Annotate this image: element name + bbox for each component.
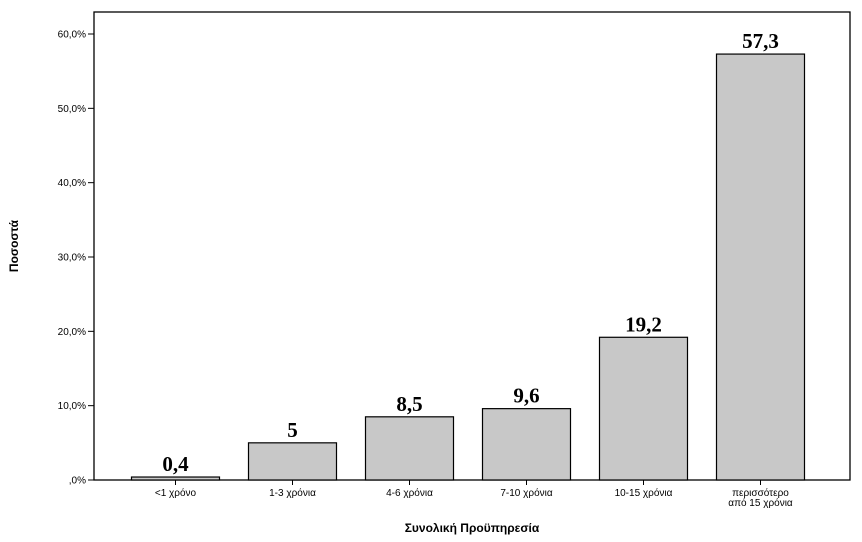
bar (715, 53, 806, 481)
bar-value-label: 5 (287, 418, 298, 442)
y-tick-label: 40,0% (58, 178, 86, 189)
bar (247, 442, 338, 481)
y-axis-title: Ποσοστά (7, 219, 21, 272)
x-tick-label: 7-10 χρόνια (500, 487, 553, 499)
y-tick-label: 60,0% (58, 30, 86, 41)
y-tick-label: ,0% (69, 476, 86, 487)
x-tick-label: <1 χρόνο (155, 487, 197, 499)
bar-value-label: 19,2 (625, 312, 662, 336)
bar (364, 416, 455, 481)
bar (130, 476, 221, 481)
bar (481, 408, 572, 481)
bar-value-label: 57,3 (742, 29, 779, 53)
y-tick-label: 20,0% (58, 327, 86, 338)
bar-value-label: 8,5 (396, 392, 422, 416)
x-axis-title: Συνολική Προϋπηρεσία (405, 521, 540, 535)
x-tick-label: 1-3 χρόνια (269, 487, 316, 499)
x-tick-label: από 15 χρόνια (728, 497, 793, 509)
bar (598, 336, 689, 481)
y-axis: ,0% 10,0% 20,0% 30,0% 40,0% 50,0% 60,0% (58, 30, 94, 487)
y-tick-label: 30,0% (58, 253, 86, 264)
bar-value-label: 9,6 (513, 384, 539, 408)
bar-value-label: 0,4 (162, 452, 189, 476)
y-tick-label: 10,0% (58, 401, 86, 412)
x-axis: <1 χρόνο 1-3 χρόνια 4-6 χρόνια 7-10 χρόνια 1… (155, 480, 793, 509)
x-tick-label: 4-6 χρόνια (386, 487, 433, 499)
y-tick-label: 50,0% (58, 104, 86, 115)
data-labels: 0,4 5 8,5 9,6 19,2 57,3 (162, 29, 779, 476)
bar-series (130, 53, 806, 481)
x-tick-label: 10-15 χρόνια (615, 487, 673, 499)
x-tick-label: περισσότερο (732, 487, 789, 499)
